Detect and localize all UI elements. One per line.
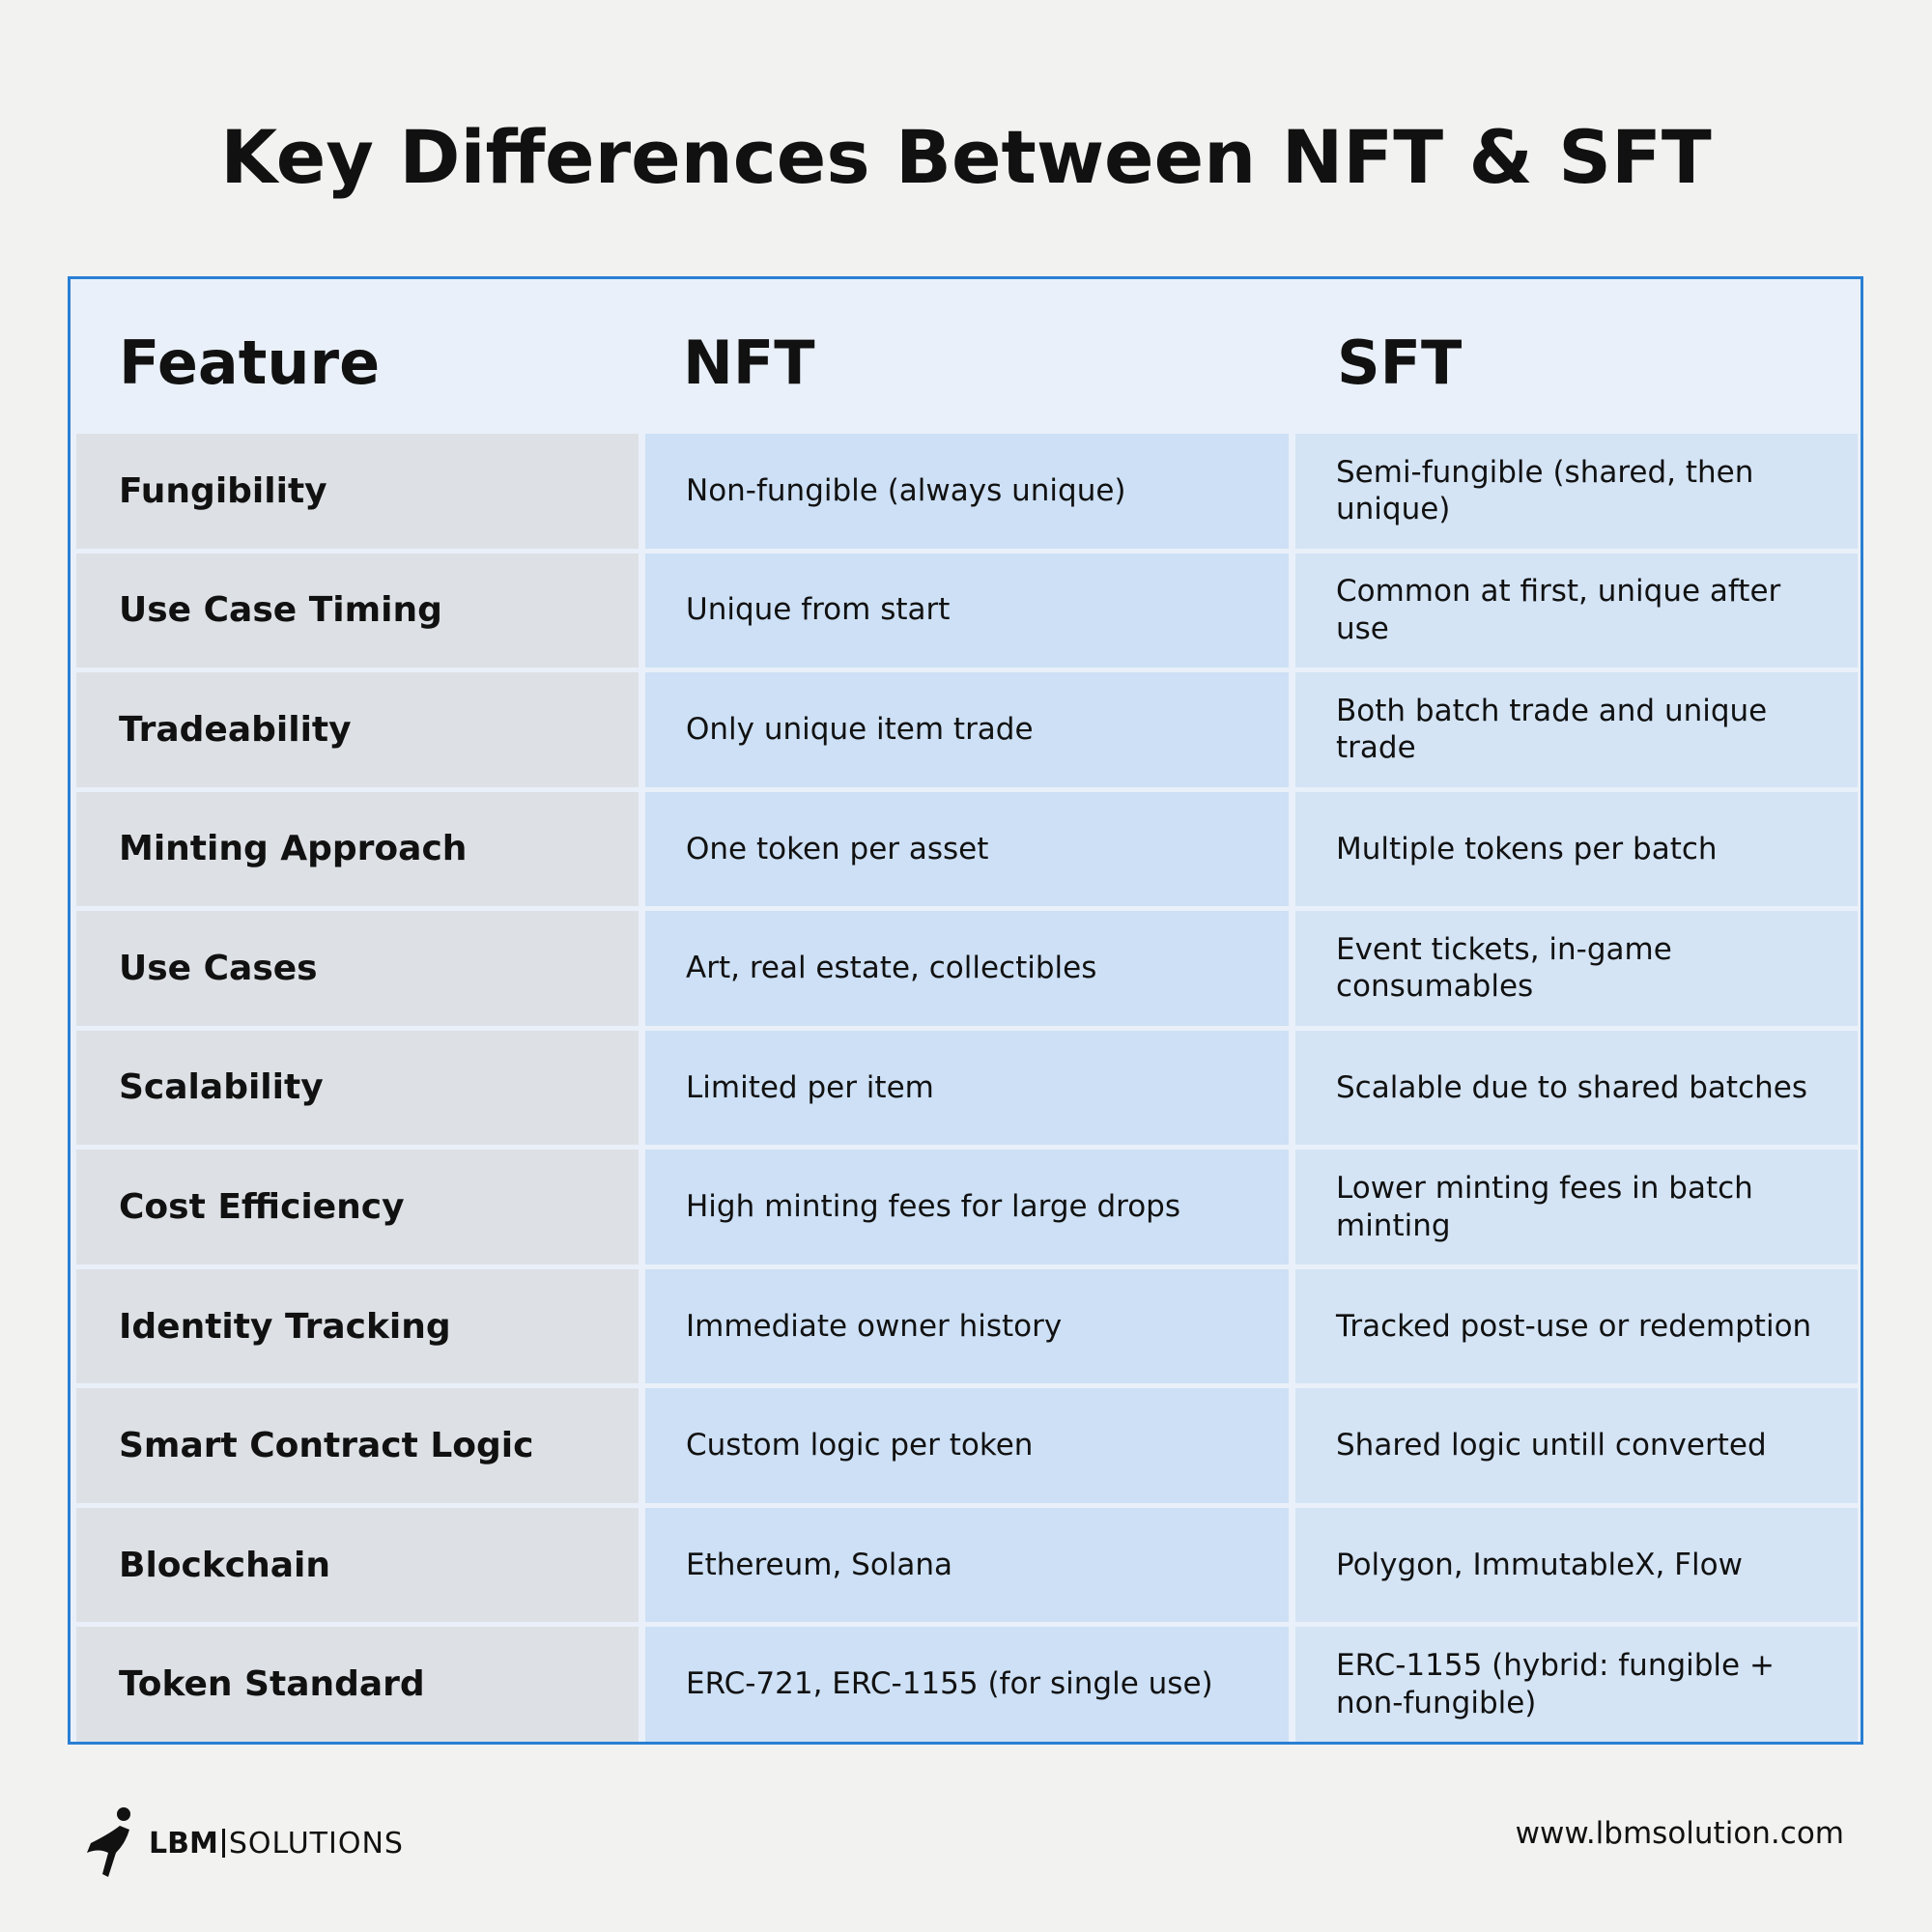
value-cell: Both batch trade and unique trade <box>1295 672 1858 787</box>
value-cell: Common at first, unique after use <box>1295 553 1858 668</box>
logo-icon <box>87 1807 130 1877</box>
feature-cell: Use Cases <box>76 911 639 1026</box>
feature-cell: Scalability <box>76 1030 639 1146</box>
table-body: Fungibility Non-fungible (always unique) S… <box>76 434 1858 1742</box>
header-cell: NFT <box>683 327 815 398</box>
feature-cell: Smart Contract Logic <box>76 1388 639 1503</box>
value-cell: Limited per item <box>645 1030 1289 1146</box>
value-cell: Only unique item trade <box>645 672 1289 787</box>
feature-cell: Fungibility <box>76 434 639 549</box>
value-cell: Shared logic untill converted <box>1295 1388 1858 1503</box>
feature-cell: Token Standard <box>76 1627 639 1742</box>
value-cell: Tracked post-use or redemption <box>1295 1268 1858 1384</box>
value-cell: Ethereum, Solana <box>645 1507 1289 1623</box>
brand-part: SOLUTIONS <box>228 1826 404 1861</box>
feature-cell: Cost Efficiency <box>76 1150 639 1264</box>
feature-cell: Tradeability <box>76 672 639 787</box>
value-cell: ERC-721, ERC-1155 (for single use) <box>645 1627 1289 1742</box>
comparison-table: Feature NFT SFT Fungibility Non-fungible … <box>68 276 1863 1745</box>
brand-part: LBM <box>149 1826 218 1861</box>
feature-cell: Identity Tracking <box>76 1268 639 1384</box>
header-cell: SFT <box>1337 327 1463 398</box>
value-cell: ERC-1155 (hybrid: fungible + non-fungibl… <box>1295 1627 1858 1742</box>
website-url: www.lbmsolution.com <box>1515 1816 1844 1851</box>
logo: LBM SOLUTIONS <box>81 1804 404 1882</box>
value-cell: Non-fungible (always unique) <box>645 434 1289 549</box>
value-cell: Event tickets, in-game consumables <box>1295 911 1858 1026</box>
feature-cell: Use Case Timing <box>76 553 639 668</box>
value-cell: Scalable due to shared batches <box>1295 1030 1858 1146</box>
title: Key Differences Between NFT & SFT <box>220 114 1712 200</box>
value-cell: Semi-fungible (shared, then unique) <box>1295 434 1858 549</box>
value-cell: Art, real estate, collectibles <box>645 911 1289 1026</box>
brand-divider <box>221 1829 225 1858</box>
value-cell: Custom logic per token <box>645 1388 1289 1503</box>
feature-cell: Minting Approach <box>76 791 639 907</box>
value-cell: Unique from start <box>645 553 1289 668</box>
value-cell: High minting fees for large drops <box>645 1150 1289 1264</box>
feature-cell: Blockchain <box>76 1507 639 1623</box>
table-header: Feature NFT SFT <box>71 279 1861 434</box>
value-cell: Polygon, ImmutableX, Flow <box>1295 1507 1858 1623</box>
value-cell: Multiple tokens per batch <box>1295 791 1858 907</box>
value-cell: Lower minting fees in batch minting <box>1295 1150 1858 1264</box>
value-cell: Immediate owner history <box>645 1268 1289 1384</box>
header-cell: Feature <box>119 327 381 398</box>
value-cell: One token per asset <box>645 791 1289 907</box>
